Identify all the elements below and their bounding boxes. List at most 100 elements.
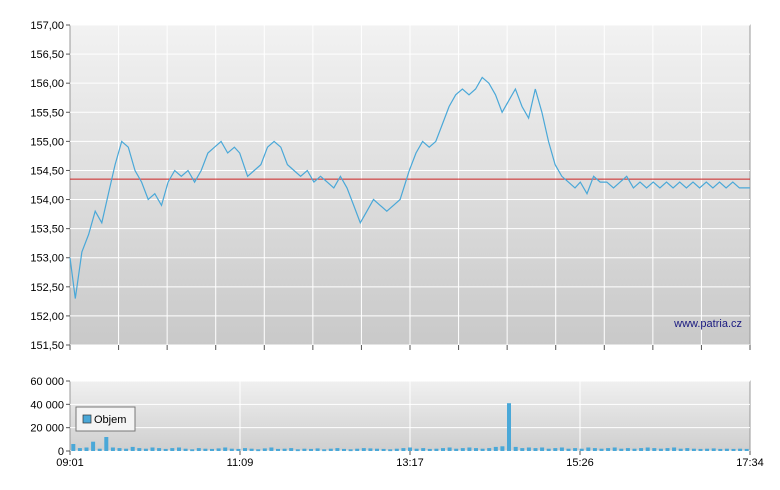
- volume-bar: [309, 448, 313, 451]
- volume-bar: [665, 448, 670, 451]
- volume-bar: [731, 448, 736, 451]
- volume-bar: [84, 447, 89, 451]
- volume-bar: [513, 446, 518, 451]
- volume-bar: [625, 448, 630, 451]
- volume-bar: [691, 448, 696, 451]
- volume-bar: [408, 447, 412, 451]
- volume-bar: [229, 448, 234, 451]
- price-y-tick-label: 152,00: [30, 311, 64, 323]
- volume-bar: [170, 448, 175, 451]
- volume-bar: [276, 448, 280, 451]
- volume-y-tick-labels: 0 20 000 40 000 60 000: [30, 376, 70, 458]
- volume-bar: [493, 446, 498, 451]
- volume-y-tick-label: 0: [58, 446, 64, 458]
- volume-bar: [592, 448, 597, 451]
- volume-bar: [368, 448, 373, 451]
- volume-bar: [467, 447, 472, 451]
- volume-bar: [322, 449, 327, 452]
- volume-bar: [223, 447, 228, 451]
- volume-bar: [243, 448, 247, 451]
- volume-bar: [381, 448, 386, 451]
- volume-bar: [566, 448, 571, 451]
- volume-bar: [672, 447, 677, 451]
- volume-bar: [256, 449, 261, 452]
- volume-bar: [117, 448, 122, 451]
- price-y-tick-label: 154,00: [30, 195, 64, 207]
- volume-bar: [553, 448, 558, 451]
- volume-bar: [606, 448, 611, 451]
- volume-bar: [104, 437, 109, 451]
- price-y-tick-label: 157,00: [30, 20, 64, 32]
- volume-bar: [282, 448, 287, 451]
- volume-bar: [434, 448, 439, 451]
- volume-bar: [355, 448, 360, 451]
- volume-bar: [315, 448, 320, 451]
- volume-bar: [375, 448, 379, 451]
- price-y-tick-label: 155,50: [30, 107, 64, 119]
- price-y-tick-label: 153,50: [30, 224, 64, 236]
- volume-bar: [163, 448, 168, 451]
- volume-bar: [262, 448, 267, 451]
- volume-bar: [612, 447, 617, 451]
- volume-bar: [394, 448, 399, 451]
- volume-bar: [157, 448, 162, 451]
- volume-legend: Objem: [75, 406, 136, 432]
- price-y-tick-label: 153,00: [30, 253, 64, 265]
- volume-bar: [249, 448, 254, 451]
- volume-bar: [559, 447, 564, 451]
- price-y-tick-label: 152,50: [30, 282, 64, 294]
- volume-bar: [177, 447, 181, 451]
- volume-bar: [77, 448, 82, 451]
- volume-bar: [454, 448, 459, 451]
- volume-bar: [302, 448, 307, 451]
- volume-bar: [388, 449, 393, 452]
- volume-bar: [190, 449, 195, 452]
- x-tick-label: 17:34: [736, 457, 764, 469]
- volume-bar: [414, 448, 419, 451]
- price-series-line: [69, 76, 750, 299]
- volume-bar: [137, 448, 142, 451]
- x-tick-labels: 09:01 11:09 13:17 15:26 17:34: [56, 457, 764, 469]
- volume-bar: [474, 448, 478, 451]
- price-y-tick-label: 151,50: [30, 340, 64, 352]
- volume-bar: [652, 448, 657, 451]
- volume-bar: [632, 448, 637, 451]
- price-grid: [69, 24, 751, 350]
- volume-bar: [579, 448, 584, 451]
- price-y-tick-label: 155,00: [30, 136, 64, 148]
- volume-bar: [421, 448, 426, 451]
- volume-bar: [533, 448, 538, 451]
- volume-bar: [487, 448, 492, 451]
- volume-bar: [143, 448, 148, 451]
- volume-bar: [678, 448, 683, 451]
- volume-bar: [685, 448, 690, 451]
- volume-bar: [744, 448, 749, 451]
- volume-bar: [540, 447, 545, 451]
- volume-bar: [216, 448, 221, 451]
- volume-bar: [401, 448, 406, 451]
- watermark: www.patria.cz: [673, 318, 742, 330]
- volume-bar: [724, 448, 729, 451]
- volume-bar: [342, 448, 346, 451]
- x-tick-label: 13:17: [396, 457, 424, 469]
- volume-bar: [289, 448, 294, 451]
- volume-bar: [711, 448, 716, 451]
- volume-bar: [91, 441, 96, 451]
- volume-bar: [130, 446, 135, 451]
- volume-bar: [520, 448, 525, 451]
- volume-bar: [738, 448, 743, 451]
- x-tick-label: 09:01: [56, 457, 84, 469]
- volume-bar: [480, 448, 485, 451]
- volume-bar: [526, 447, 531, 451]
- volume-bar: [328, 448, 333, 451]
- volume-bar: [500, 446, 505, 451]
- volume-y-tick-label: 40 000: [30, 399, 64, 411]
- volume-bar: [698, 448, 703, 451]
- volume-bar: [441, 448, 445, 451]
- volume-y-tick-label: 20 000: [30, 423, 64, 435]
- volume-bar: [507, 403, 511, 451]
- legend-swatch: [82, 414, 92, 424]
- volume-bar: [447, 447, 452, 451]
- volume-bar: [210, 448, 214, 451]
